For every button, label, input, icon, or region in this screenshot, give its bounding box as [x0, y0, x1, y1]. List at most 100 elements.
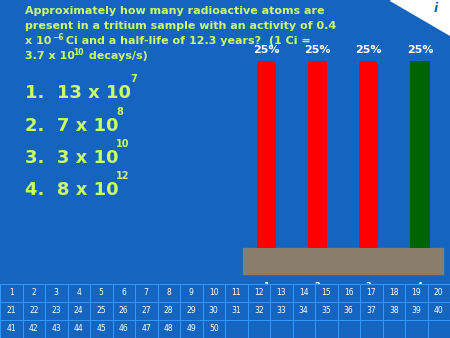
Text: 10: 10: [73, 48, 84, 57]
Bar: [315, 284, 338, 302]
Bar: [270, 302, 292, 320]
Text: Ci and a half-life of 12.3 years?  (1 Ci =: Ci and a half-life of 12.3 years? (1 Ci …: [62, 36, 310, 46]
Bar: [243, 248, 443, 274]
Bar: [338, 284, 360, 302]
Bar: [308, 61, 327, 248]
Text: 3: 3: [54, 288, 58, 297]
Text: 4.  8 x 10: 4. 8 x 10: [25, 181, 119, 199]
Text: 10: 10: [116, 139, 130, 149]
Bar: [292, 302, 315, 320]
Text: 1.  13 x 10: 1. 13 x 10: [25, 84, 131, 102]
Text: 8: 8: [116, 106, 123, 117]
Bar: [68, 320, 90, 338]
Bar: [112, 284, 135, 302]
Bar: [0, 302, 22, 320]
Bar: [0, 320, 22, 338]
Text: 16: 16: [344, 288, 354, 297]
Bar: [270, 284, 292, 302]
Text: 11: 11: [231, 288, 241, 297]
Bar: [382, 284, 405, 302]
Text: 8: 8: [166, 288, 171, 297]
Text: 3.  3 x 10: 3. 3 x 10: [25, 149, 118, 167]
Text: 28: 28: [164, 307, 174, 315]
Text: 42: 42: [29, 324, 39, 334]
Bar: [22, 320, 45, 338]
Text: 7: 7: [130, 74, 137, 84]
Bar: [248, 302, 270, 320]
Text: 13: 13: [276, 288, 286, 297]
Text: 50: 50: [209, 324, 219, 334]
Bar: [359, 61, 378, 248]
Text: 3.7 x 10: 3.7 x 10: [25, 51, 75, 61]
Text: 34: 34: [299, 307, 309, 315]
Text: 10: 10: [209, 288, 219, 297]
Bar: [428, 302, 450, 320]
Bar: [338, 320, 360, 338]
Text: 46: 46: [119, 324, 129, 334]
Bar: [180, 302, 202, 320]
Bar: [112, 320, 135, 338]
Bar: [338, 302, 360, 320]
Text: present in a tritium sample with an activity of 0.4: present in a tritium sample with an acti…: [25, 21, 336, 31]
Bar: [360, 320, 382, 338]
Text: 35: 35: [321, 307, 331, 315]
Bar: [428, 284, 450, 302]
Bar: [135, 302, 158, 320]
Bar: [225, 320, 248, 338]
Bar: [270, 320, 292, 338]
Bar: [405, 302, 428, 320]
Text: 25%: 25%: [356, 45, 382, 55]
Bar: [225, 284, 248, 302]
Bar: [292, 284, 315, 302]
Text: 25%: 25%: [253, 45, 279, 55]
Text: 32: 32: [254, 307, 264, 315]
Text: 47: 47: [141, 324, 151, 334]
Text: x 10: x 10: [25, 36, 51, 46]
Bar: [256, 61, 276, 248]
Text: 4: 4: [76, 288, 81, 297]
Text: 25: 25: [96, 307, 106, 315]
Text: 24: 24: [74, 307, 84, 315]
Bar: [382, 320, 405, 338]
Text: −6: −6: [52, 33, 63, 42]
Text: i: i: [434, 2, 438, 15]
Bar: [22, 284, 45, 302]
Bar: [45, 320, 68, 338]
Text: 2: 2: [32, 288, 36, 297]
Text: 41: 41: [6, 324, 16, 334]
Text: 43: 43: [51, 324, 61, 334]
Text: decays/s): decays/s): [85, 51, 148, 61]
Text: 3: 3: [366, 282, 372, 291]
Text: 20: 20: [434, 288, 444, 297]
Bar: [315, 320, 338, 338]
Text: 17: 17: [366, 288, 376, 297]
Bar: [45, 302, 68, 320]
Text: 12: 12: [116, 171, 130, 181]
Bar: [90, 284, 112, 302]
Text: 12: 12: [254, 288, 264, 297]
Bar: [158, 302, 180, 320]
Bar: [90, 320, 112, 338]
Text: 48: 48: [164, 324, 174, 334]
Bar: [158, 320, 180, 338]
Text: 9: 9: [189, 288, 194, 297]
Text: 14: 14: [299, 288, 309, 297]
Bar: [405, 320, 428, 338]
Bar: [90, 302, 112, 320]
Text: 2: 2: [315, 282, 320, 291]
Text: 6: 6: [122, 288, 126, 297]
Text: 39: 39: [411, 307, 421, 315]
Bar: [45, 284, 68, 302]
Bar: [405, 284, 428, 302]
Text: 33: 33: [276, 307, 286, 315]
Text: 38: 38: [389, 307, 399, 315]
Text: 2.  7 x 10: 2. 7 x 10: [25, 117, 118, 135]
Bar: [382, 302, 405, 320]
Bar: [68, 302, 90, 320]
Bar: [180, 320, 202, 338]
Text: 25%: 25%: [407, 45, 433, 55]
Bar: [315, 302, 338, 320]
Text: 1: 1: [9, 288, 14, 297]
Bar: [158, 284, 180, 302]
Text: 18: 18: [389, 288, 399, 297]
